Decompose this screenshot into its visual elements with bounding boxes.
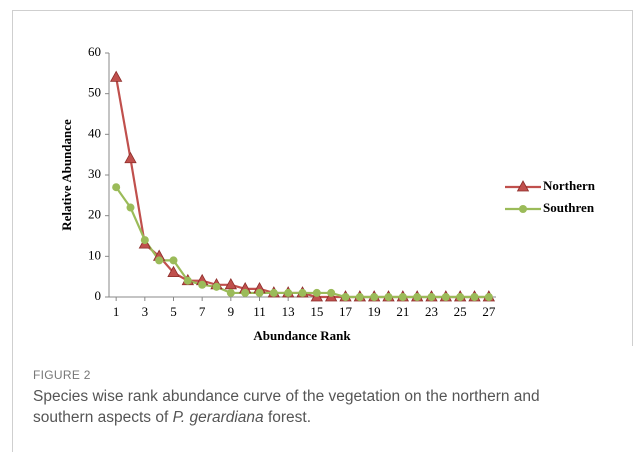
y-tick-label: 20 [88, 207, 101, 222]
caption-text: Species wise rank abundance curve of the… [33, 388, 540, 426]
data-point [484, 293, 493, 301]
data-point [109, 70, 123, 82]
data-point [255, 288, 264, 297]
x-tick-label: 27 [482, 304, 496, 319]
y-tick-label: 0 [95, 288, 102, 303]
data-point [224, 277, 238, 290]
data-point [441, 293, 450, 301]
data-point [183, 276, 192, 285]
x-tick-label: 3 [142, 304, 149, 319]
data-point [198, 280, 207, 289]
data-point [427, 293, 436, 301]
data-point [169, 256, 178, 265]
data-point [124, 151, 137, 164]
frame-border [632, 10, 633, 346]
data-point [398, 293, 407, 301]
figure-caption: Species wise rank abundance curve of the… [33, 386, 593, 428]
data-point [298, 288, 307, 297]
frame-border [12, 10, 13, 452]
y-tick-label: 10 [88, 247, 101, 262]
y-axis-title: Relative Abundance [59, 119, 74, 231]
frame-border [12, 10, 632, 11]
data-point [126, 203, 135, 212]
data-point [167, 265, 180, 277]
data-point [241, 288, 250, 297]
data-point [384, 293, 393, 301]
x-tick-label: 21 [396, 304, 409, 319]
x-tick-label: 9 [228, 304, 235, 319]
data-point [456, 293, 465, 301]
legend-label: Southren [543, 200, 595, 215]
data-point [269, 288, 278, 297]
y-tick-label: 50 [88, 85, 101, 100]
y-tick-label: 40 [88, 125, 101, 140]
x-axis-title: Abundance Rank [253, 328, 351, 343]
chart: Relative Abundance Abundance Rank 0 10 20 3… [59, 44, 596, 343]
data-point [413, 293, 422, 301]
caption-text: forest. [263, 409, 312, 426]
x-tick-label: 19 [368, 304, 381, 319]
data-point [327, 288, 336, 297]
y-tick-label: 30 [88, 166, 101, 181]
x-tick-label: 5 [170, 304, 177, 319]
x-tick-label: 1 [113, 304, 120, 319]
legend-swatch-marker [516, 180, 530, 192]
x-tick-label: 17 [339, 304, 353, 319]
legend-label: Northern [543, 178, 596, 193]
x-tick-label: 25 [454, 304, 467, 319]
data-point [284, 288, 293, 297]
data-point [312, 288, 321, 297]
x-tick-label: 11 [253, 304, 266, 319]
figure-label: FIGURE 2 [33, 368, 91, 382]
data-point [370, 293, 379, 301]
x-tick-label: 7 [199, 304, 206, 319]
data-point [355, 293, 364, 301]
data-point [112, 183, 121, 192]
y-tick-label: 60 [88, 44, 101, 59]
x-tick-label: 23 [425, 304, 438, 319]
data-point [226, 288, 235, 297]
legend-swatch-marker [519, 205, 527, 213]
data-point [470, 293, 479, 301]
data-point [155, 256, 164, 265]
data-point [212, 282, 221, 291]
x-tick-label: 15 [310, 304, 323, 319]
data-point [341, 293, 350, 301]
data-point [140, 236, 149, 245]
x-tick-label: 13 [282, 304, 295, 319]
series-line [115, 186, 489, 299]
caption-species: P. gerardiana [172, 409, 264, 426]
